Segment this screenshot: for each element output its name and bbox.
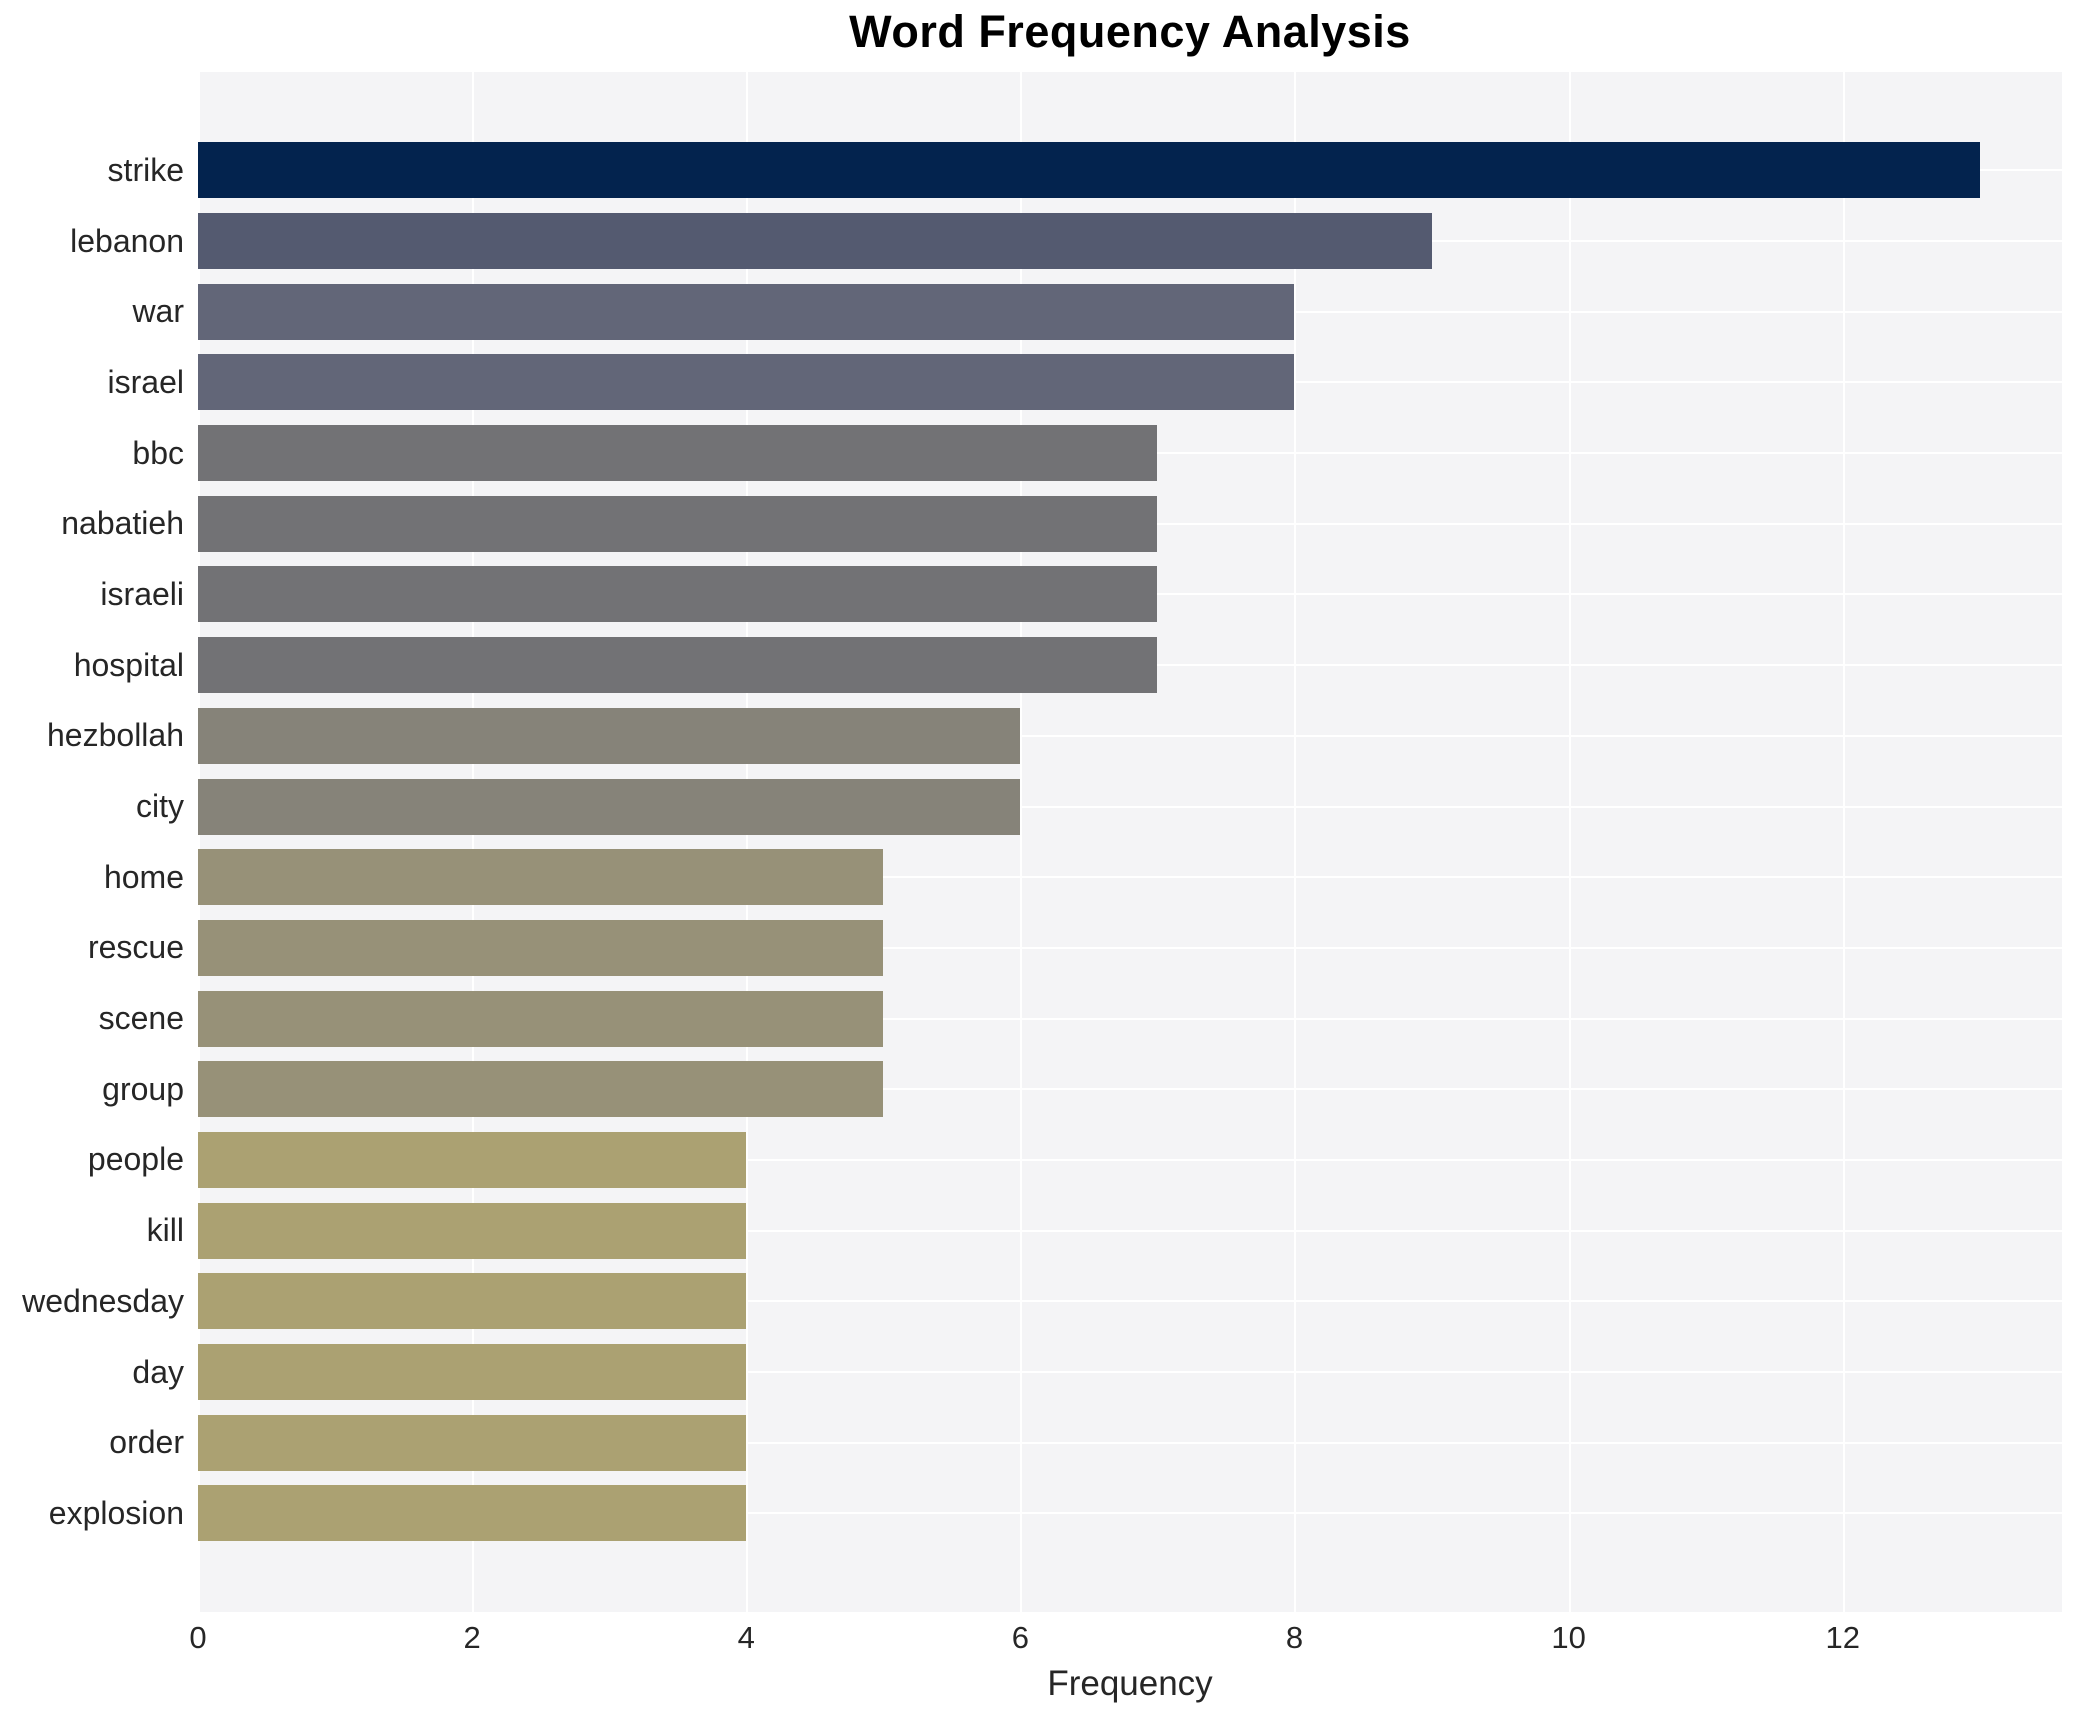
- bar-row: [198, 1407, 2062, 1478]
- bar-rows: [198, 72, 2062, 1612]
- frequency-bar: [198, 283, 1295, 340]
- y-axis-label: lebanon: [70, 222, 184, 259]
- horizontal-gridline: [198, 1512, 2062, 1515]
- frequency-bar: [198, 990, 884, 1047]
- y-axis-label: strike: [107, 151, 184, 188]
- bar-row: [198, 630, 2062, 701]
- frequency-bar: [198, 213, 1432, 270]
- bar-row: [198, 418, 2062, 489]
- x-axis: 0 2 4 6 8 10 12: [189, 1620, 2062, 1666]
- bar-row: [198, 488, 2062, 559]
- horizontal-gridline: [198, 876, 2062, 879]
- vertical-gridline: [1568, 72, 1571, 1612]
- frequency-bar: [198, 919, 884, 976]
- y-axis-label: people: [87, 1141, 184, 1178]
- horizontal-gridline: [198, 1017, 2062, 1020]
- y-axis-label: home: [103, 858, 184, 895]
- vertical-gridline: [472, 72, 475, 1612]
- bar-row: [198, 206, 2062, 277]
- frequency-bar: [198, 1414, 747, 1471]
- y-axis-label: hezbollah: [47, 717, 184, 754]
- bar-row: [198, 913, 2062, 984]
- x-tick-label: 2: [463, 1620, 481, 1655]
- bar-row: [198, 1195, 2062, 1266]
- horizontal-gridline: [198, 1371, 2062, 1374]
- y-axis-labels: strike lebanon war israel bbc nabatieh israeli…: [0, 72, 198, 1612]
- bar-row: [198, 135, 2062, 206]
- frequency-bar: [198, 778, 1021, 835]
- x-tick-label: 10: [1551, 1620, 1586, 1655]
- bar-row: [198, 771, 2062, 842]
- y-axis-label: kill: [146, 1212, 184, 1249]
- y-axis-label: scene: [98, 1000, 184, 1037]
- y-axis-label: israeli: [100, 575, 184, 612]
- bar-row: [198, 842, 2062, 913]
- y-axis-label: war: [132, 293, 184, 330]
- frequency-bar: [198, 1131, 747, 1188]
- frequency-bar: [198, 1344, 747, 1401]
- vertical-gridline: [1294, 72, 1297, 1612]
- bar-row: [198, 983, 2062, 1054]
- bar-row: [198, 1054, 2062, 1125]
- x-tick-label: 6: [1011, 1620, 1029, 1655]
- frequency-bar: [198, 1061, 884, 1118]
- frequency-bar: [198, 1273, 747, 1330]
- chart-body: strike lebanon war israel bbc nabatieh israeli…: [0, 72, 2062, 1612]
- frequency-bar: [198, 849, 884, 906]
- horizontal-gridline: [198, 946, 2062, 949]
- horizontal-gridline: [198, 1229, 2062, 1232]
- x-tick-label: 12: [1825, 1620, 1860, 1655]
- y-axis-label: order: [109, 1424, 184, 1461]
- bar-row: [198, 1125, 2062, 1196]
- frequency-bar: [198, 707, 1021, 764]
- bar-row: [198, 1478, 2062, 1549]
- horizontal-gridline: [198, 1300, 2062, 1303]
- frequency-bar: [198, 1485, 747, 1542]
- bar-row: [198, 1337, 2062, 1408]
- bar-row: [198, 276, 2062, 347]
- frequency-bar: [198, 566, 1158, 623]
- horizontal-gridline: [198, 805, 2062, 808]
- y-axis-label: wednesday: [22, 1282, 184, 1319]
- y-axis-label: day: [132, 1353, 184, 1390]
- frequency-bar: [198, 637, 1158, 694]
- y-axis-label: rescue: [87, 929, 184, 966]
- frequency-bar: [198, 425, 1158, 482]
- bar-row: [198, 559, 2062, 630]
- y-axis-label: israel: [107, 363, 184, 400]
- frequency-bar: [198, 1202, 747, 1259]
- vertical-gridline: [1020, 72, 1023, 1612]
- x-tick-label: 8: [1285, 1620, 1304, 1655]
- y-axis-label: nabatieh: [61, 505, 184, 542]
- x-tick-label: 4: [737, 1620, 755, 1655]
- horizontal-gridline: [198, 1158, 2062, 1161]
- bar-row: [198, 347, 2062, 418]
- horizontal-gridline: [198, 734, 2062, 737]
- chart-title: Word Frequency Analysis: [849, 6, 1411, 57]
- x-axis-title: Frequency: [1047, 1664, 1213, 1703]
- horizontal-gridline: [198, 1088, 2062, 1091]
- vertical-gridline: [1842, 72, 1845, 1612]
- frequency-bar: [198, 495, 1158, 552]
- horizontal-gridline: [198, 1441, 2062, 1444]
- bar-row: [198, 1266, 2062, 1337]
- y-axis-label: bbc: [132, 434, 184, 471]
- y-axis-label: group: [102, 1070, 184, 1107]
- vertical-gridline: [746, 72, 749, 1612]
- vertical-gridline: [198, 72, 200, 1612]
- plot-panel: [198, 72, 2062, 1612]
- y-axis-label: explosion: [48, 1494, 184, 1531]
- bar-row: [198, 701, 2062, 772]
- frequency-bar: [198, 354, 1295, 411]
- y-axis-label: city: [136, 788, 184, 825]
- frequency-bar: [198, 142, 1980, 199]
- x-tick-label: 0: [189, 1620, 207, 1655]
- y-axis-label: hospital: [73, 646, 184, 683]
